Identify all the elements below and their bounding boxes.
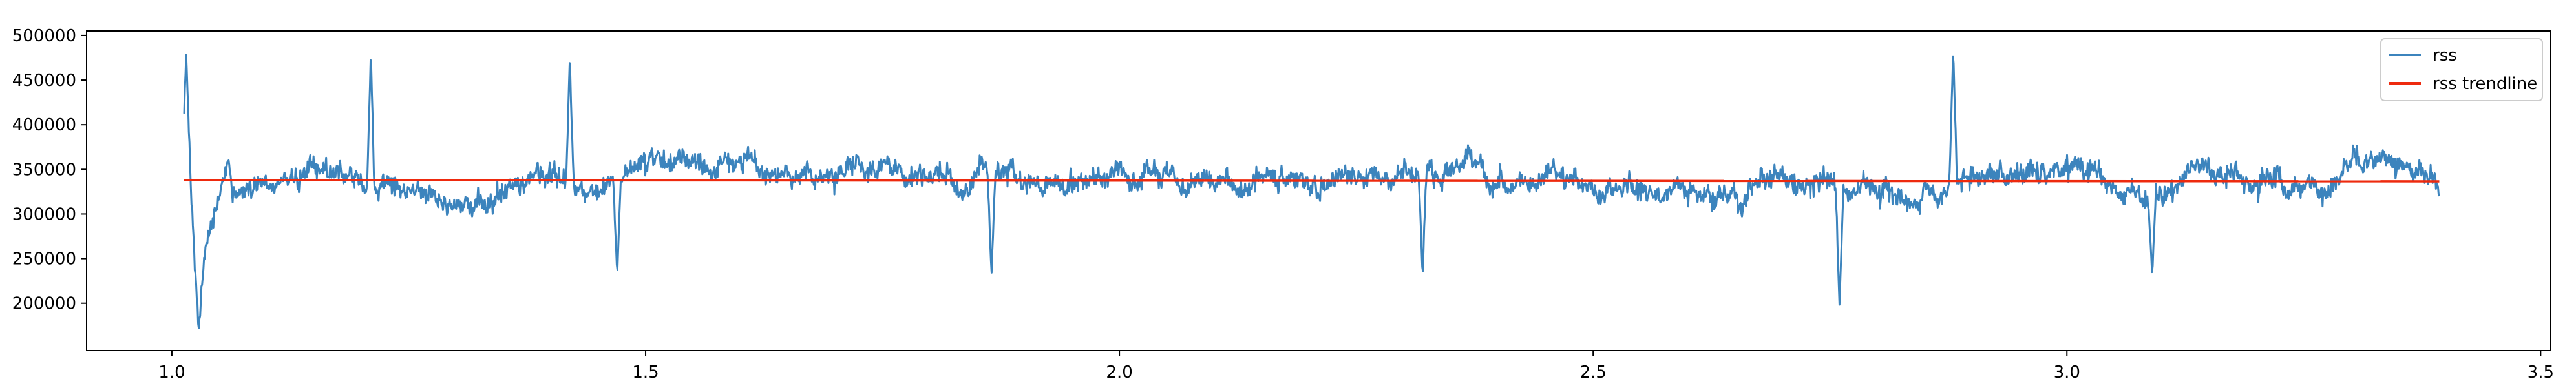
x-axis: 1.0 1.5 2.0 2.5 3.0 3.5 bbox=[158, 351, 2554, 382]
legend-box bbox=[2380, 38, 2543, 101]
x-tick-label: 2.0 bbox=[1106, 363, 1132, 382]
y-tick-label: 300000 bbox=[12, 205, 76, 224]
series-line-rss-trendline bbox=[184, 179, 2440, 183]
series-line-rss bbox=[183, 54, 2440, 329]
legend: rss rss trendline bbox=[2380, 38, 2543, 101]
x-tick-label: 1.5 bbox=[632, 363, 659, 382]
series-layer bbox=[183, 54, 2440, 329]
y-axis: 200000 250000 300000 350000 400000 450000 5000… bbox=[12, 26, 87, 314]
y-tick-label: 450000 bbox=[12, 71, 76, 90]
plot-frame bbox=[86, 30, 2551, 351]
x-tick-label: 2.5 bbox=[1580, 363, 1607, 382]
y-tick-label: 250000 bbox=[12, 250, 76, 269]
y-tick-label: 200000 bbox=[12, 294, 76, 314]
legend-label-rss-trendline: rss trendline bbox=[2433, 74, 2537, 94]
y-tick-label: 350000 bbox=[12, 160, 76, 179]
y-tick-label: 500000 bbox=[12, 26, 76, 46]
y-tick-label: 400000 bbox=[12, 116, 76, 135]
x-tick-label: 3.5 bbox=[2528, 363, 2554, 382]
x-tick-label: 1.0 bbox=[158, 363, 185, 382]
legend-label-rss: rss bbox=[2433, 46, 2457, 65]
x-tick-label: 3.0 bbox=[2054, 363, 2080, 382]
